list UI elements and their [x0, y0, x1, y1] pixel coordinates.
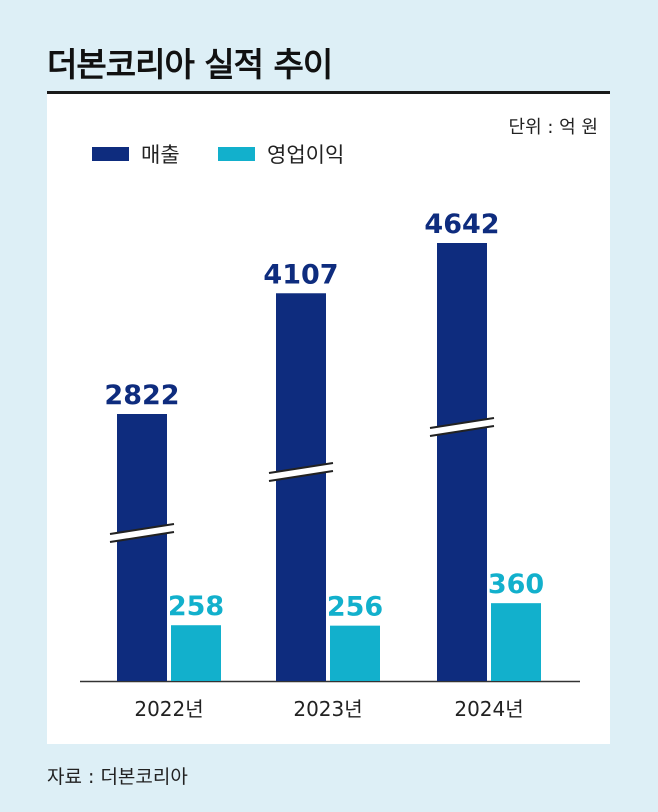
x-tick-label-2: 2024년 [454, 697, 523, 721]
axis-break-gap-2 [430, 418, 494, 436]
axis-break-line-lower-2 [429, 425, 495, 437]
legend-label-revenue: 매출 [141, 143, 180, 167]
axis-break-gap-0 [110, 524, 174, 542]
legend-swatch-revenue [92, 147, 129, 161]
axis-break-line-upper-1 [268, 462, 334, 474]
axis-break-line-lower-0 [109, 531, 175, 543]
bar-operating-profit-1 [330, 625, 380, 681]
bar-revenue-2 [437, 243, 487, 681]
bar-operating-profit-2 [491, 603, 541, 681]
x-tick-label-0: 2022년 [134, 697, 203, 721]
source-note: 자료 : 더본코리아 [47, 766, 188, 788]
legend-item-revenue: 매출 [92, 139, 180, 169]
bar-revenue-1 [276, 293, 326, 681]
x-tick-label-1: 2023년 [293, 697, 362, 721]
axis-break-line-upper-2 [429, 417, 495, 429]
chart-title: 더본코리아 실적 추이 [47, 45, 333, 84]
axis-break-gap-1 [269, 463, 333, 481]
data-label-revenue-0: 2822 [104, 380, 179, 411]
legend-swatch-operating-profit [218, 147, 255, 161]
legend-item-operating-profit: 영업이익 [218, 139, 344, 169]
data-label-revenue-1: 4107 [263, 259, 338, 290]
axis-break-line-upper-0 [109, 523, 175, 535]
legend-label-operating-profit: 영업이익 [267, 143, 345, 167]
data-label-operating-profit-0: 258 [168, 591, 224, 622]
unit-label: 단위 : 억 원 [508, 117, 598, 138]
data-label-operating-profit-2: 360 [488, 569, 544, 600]
axis-break-line-lower-1 [268, 470, 334, 482]
data-label-operating-profit-1: 256 [327, 592, 383, 623]
title-rule [47, 91, 610, 94]
data-label-revenue-2: 4642 [424, 209, 499, 240]
bar-operating-profit-0 [171, 625, 221, 681]
bar-revenue-0 [117, 414, 167, 681]
